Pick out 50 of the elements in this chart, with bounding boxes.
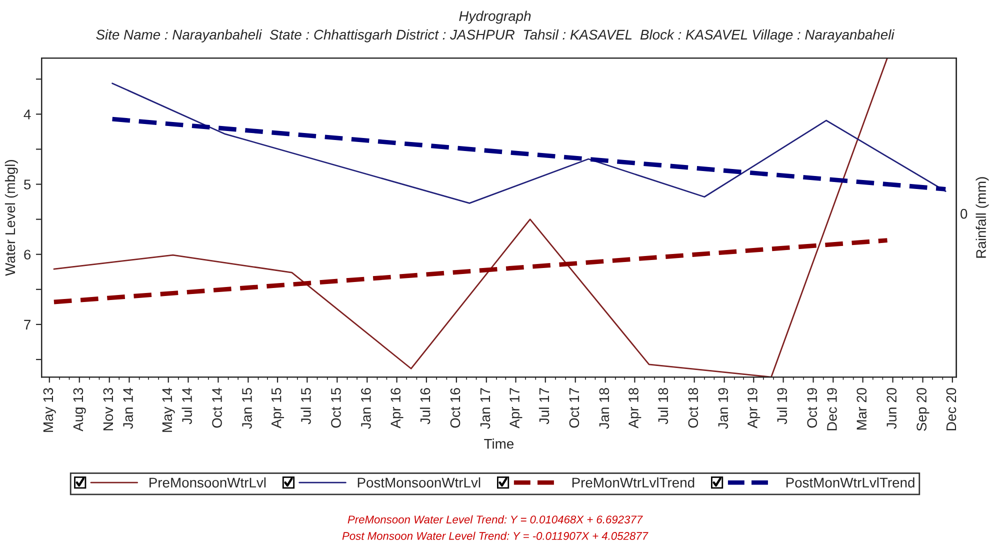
line-series [112,82,946,204]
y-tick-label: 4 [24,110,31,120]
x-tick-label: Apr 19 [748,388,760,428]
x-tick-label: Jan 19 [718,388,728,429]
x-tick-label: Jul 18 [658,388,668,424]
x-tick-label: Jan 17 [480,388,490,429]
x-tick-label: Sep 20 [916,388,930,431]
x-tick-label: May 14 [162,388,175,432]
y-axis-title: Water Level (mbgl) [4,160,18,276]
text: PreMonsoon Water Level Trend: Y = 0.010468X + 6.692377 [348,515,643,524]
x-tick-label: Oct 16 [450,388,460,428]
x-tick-label: Jul 16 [420,388,430,424]
x-tick-label: Jul 19 [776,388,788,424]
y-tick-label: 7 [24,320,30,330]
x-tick-label: Mar 20 [856,388,867,430]
x-tick-label: Apr 15 [272,388,284,428]
x-tick-label: Dec 19 [827,388,837,430]
legend-label: PreMonsoonWtrLvl [150,477,266,488]
x-tick-label: Apr 18 [628,388,642,428]
x-tick-label: Apr 16 [390,388,404,428]
x-tick-label: Jul 15 [300,388,311,424]
x-tick-label: Oct 17 [569,388,580,428]
y-tick-label: 5 [24,180,31,190]
x-tick-label: Jul 17 [538,388,550,424]
text: Post Monsoon Water Level Trend: Y = -0.011907X + 4.052877 [342,532,648,540]
y2-axis-title: Rainfall (mm) [976,177,989,258]
line-series [53,58,888,378]
x-tick-label: Jan 16 [361,388,371,429]
x-tick-label: Jun 20 [886,388,897,429]
x-tick-label: May 13 [43,388,56,432]
text: 0 [960,208,968,219]
x-tick-label: Jul 14 [182,388,192,424]
x-axis-title: Time [484,438,514,449]
x-tick-label: Oct 14 [212,388,222,428]
chart-title: Hydrograph [459,10,531,24]
x-tick-label: Aug 13 [73,388,86,432]
x-tick-label: Jan 15 [242,388,252,429]
x-tick-label: Oct 15 [331,388,341,428]
x-tick-label: Nov 13 [103,388,114,430]
legend-label: PreMonWtrLvlTrend [572,477,694,488]
x-tick-label: Jan 14 [123,388,133,429]
legend-label: PostMonWtrLvlTrend [786,477,914,488]
y-tick-label: 6 [24,250,31,260]
x-tick-label: Oct 18 [688,388,698,428]
x-tick-label: Dec 20 [946,388,956,430]
x-tick-label: Jan 18 [599,388,610,429]
legend-label: PostMonsoonWtrLvl [358,477,480,488]
x-tick-label: Apr 17 [510,388,522,428]
x-tick-label: Oct 19 [807,388,818,428]
chart-subtitle: Site Name : Narayanbaheli State : Chhattisgarh District : JASHPUR Tahsil : KASAVEL Block : KASAVEL Village : Narayanbaheli [96,29,895,42]
